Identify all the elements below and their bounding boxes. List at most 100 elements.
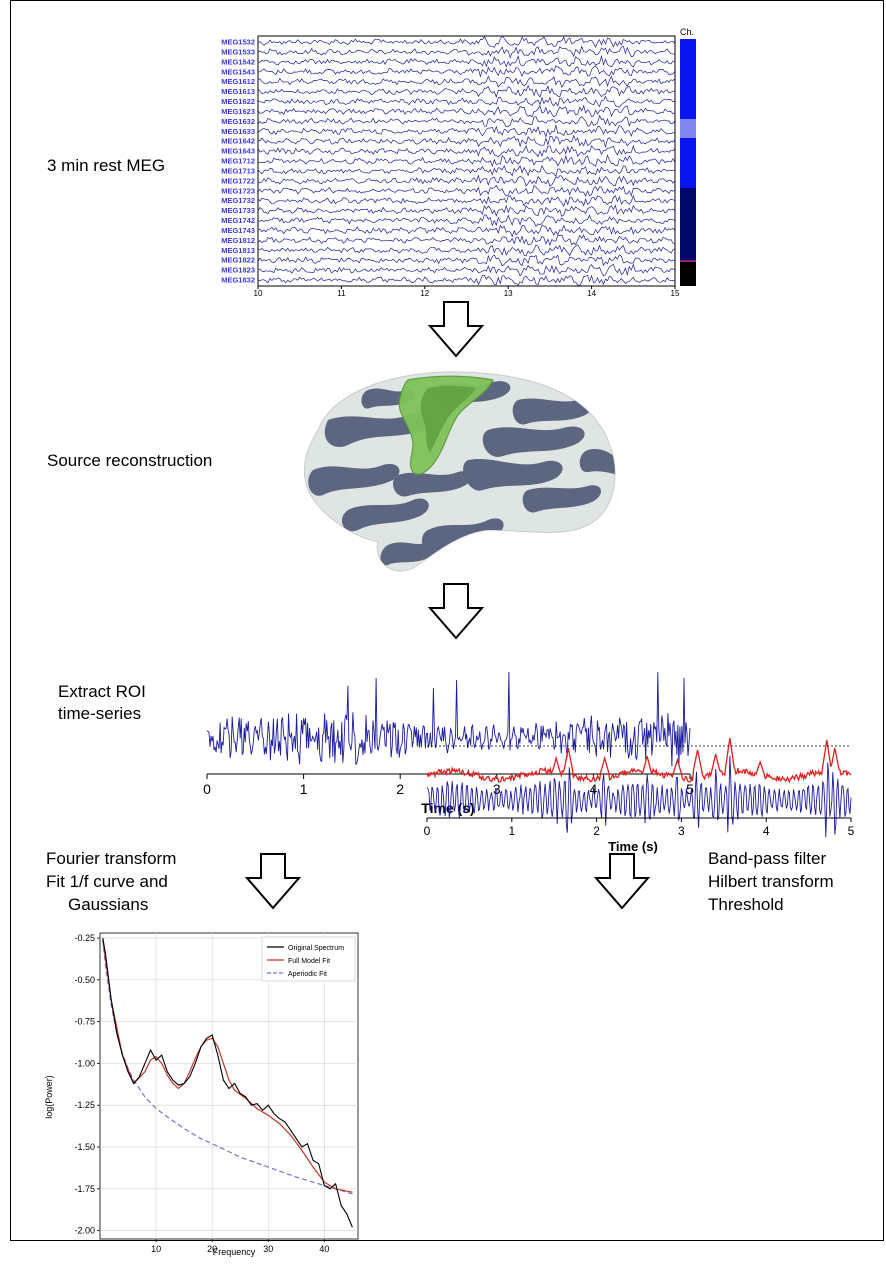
spectrum-grid	[99, 932, 359, 1240]
meg-channel-trace	[257, 204, 676, 217]
roi-step-label-line2: time-series	[58, 704, 142, 723]
meg-channel-trace	[257, 124, 676, 138]
meg-channel-trace	[257, 274, 676, 287]
meg-side-label: Ch.	[680, 27, 694, 37]
meg-channel-trace	[257, 214, 676, 228]
meg-channel-label: MEG1542	[221, 57, 255, 66]
spectrum-original-line	[102, 937, 353, 1228]
spectrum-x-tick-label: 30	[263, 1244, 273, 1254]
down-arrow-icon	[593, 853, 651, 910]
spectrum-y-axis-label: log(Power)	[44, 1075, 54, 1119]
meg-channel-trace	[257, 104, 676, 118]
spectrum-model-fit-line	[102, 939, 353, 1193]
meg-x-tick-label: 13	[504, 289, 513, 298]
meg-scrollbar-segment	[680, 119, 696, 138]
figure-frame	[10, 0, 884, 1241]
meg-scrollbar-segment	[680, 138, 696, 188]
meg-channel-label: MEG1712	[221, 157, 255, 166]
inflated-brain-surface	[303, 371, 616, 572]
meg-channel-label: MEG1723	[221, 186, 255, 195]
roi-x-axis-label: Time (s)	[421, 800, 474, 816]
meg-channel-trace	[257, 35, 676, 49]
spectrum-y-tick-label: -0.25	[74, 933, 95, 943]
envelope-x-axis: 0 1 2 3 4 5	[424, 817, 855, 838]
fourier-step-label-line2: Fit 1/f curve and	[46, 872, 168, 891]
meg-channel-labels: MEG1532MEG1533MEG1542MEG1543MEG1612MEG16…	[221, 38, 255, 285]
meg-channel-label: MEG1732	[221, 196, 255, 205]
meg-channel-trace	[257, 224, 676, 238]
meg-channel-trace	[257, 164, 676, 177]
meg-x-tick-label: 14	[587, 289, 596, 298]
meg-channel-label: MEG1643	[221, 147, 255, 156]
meg-channel-label: MEG1713	[221, 166, 255, 175]
meg-step-label: 3 min rest MEG	[47, 156, 166, 175]
meg-channel-label: MEG1622	[221, 97, 255, 106]
roi-x-tick-label: 2	[396, 781, 404, 797]
envelope-x-tick-label: 4	[763, 824, 770, 838]
bandpass-signal-line	[426, 755, 852, 838]
meg-channel-label: MEG1743	[221, 226, 255, 235]
meg-raw-panel: MEG1532MEG1533MEG1542MEG1543MEG1612MEG16…	[221, 27, 696, 298]
meg-channel-trace	[257, 45, 676, 59]
fourier-step-label-line3: Gaussians	[68, 895, 149, 914]
roi-x-tick-label: 1	[300, 781, 308, 797]
meg-channel-label: MEG1823	[221, 266, 255, 275]
spectrum-legend-label: Aperiodic Fit	[288, 971, 327, 978]
meg-scrollbar-segment	[680, 39, 696, 119]
spectrum-series	[102, 937, 353, 1228]
meg-channel-trace	[257, 54, 676, 68]
meg-channel-trace	[257, 84, 676, 98]
meg-channel-label: MEG1822	[221, 256, 255, 265]
meg-x-tick-label: 12	[420, 289, 429, 298]
spectrum-legend-label: Original Spectrum	[288, 945, 344, 952]
spectrum-y-tick-label: -1.75	[74, 1184, 95, 1194]
meg-channel-label: MEG1623	[221, 107, 255, 116]
spectrum-legend: Original Spectrum Full Model Fit Aperiodic…	[261, 936, 356, 982]
meg-channel-trace	[257, 65, 676, 78]
meg-channel-label: MEG1612	[221, 77, 255, 86]
source-step-label: Source reconstruction	[47, 451, 213, 470]
meg-channel-label: MEG1633	[221, 127, 255, 136]
meg-channel-label: MEG1543	[221, 67, 255, 76]
meg-channel-trace	[257, 114, 676, 128]
down-arrow-icon	[427, 301, 485, 358]
meg-channel-trace	[257, 174, 676, 188]
meg-channel-label: MEG1613	[221, 87, 255, 96]
meg-channel-label: MEG1812	[221, 236, 255, 245]
meg-channel-trace	[257, 184, 676, 197]
down-arrow-icon	[427, 583, 485, 640]
meg-channel-label: MEG1642	[221, 137, 255, 146]
meg-channel-trace	[257, 154, 676, 168]
spectrum-y-tick-label: -2.00	[74, 1226, 95, 1236]
envelope-x-tick-label: 2	[593, 824, 600, 838]
meg-channel-label: MEG1533	[221, 47, 255, 56]
meg-x-axis: 10 11 12 13 14 15	[254, 286, 680, 298]
spectrum-y-tick-label: -0.75	[74, 1017, 95, 1027]
roi-x-tick-label: 5	[686, 781, 694, 797]
meg-channel-label: MEG1532	[221, 38, 255, 47]
meg-channel-trace	[257, 75, 676, 89]
envelope-x-tick-label: 3	[678, 824, 685, 838]
spectrum-plot-area	[99, 932, 359, 1240]
meg-channel-label: MEG1733	[221, 206, 255, 215]
meg-channel-trace	[257, 234, 676, 247]
meg-channel-trace	[257, 134, 676, 149]
spectrum-legend-label: Full Model Fit	[288, 958, 330, 965]
spectrum-y-tick-label: -1.50	[74, 1142, 95, 1152]
meg-channel-label: MEG1832	[221, 276, 255, 285]
envelope-x-tick-label: 0	[424, 824, 431, 838]
envelope-series	[426, 737, 852, 838]
bandpass-step-label-line1: Band-pass filter	[708, 849, 827, 868]
envelope-x-axis-label: Time (s)	[608, 839, 658, 854]
envelope-x-tick-label: 1	[508, 824, 515, 838]
roi-x-tick-label: 0	[203, 781, 211, 797]
meg-channel-trace	[257, 254, 676, 267]
spectrum-x-tick-label: 40	[319, 1244, 329, 1254]
spectrum-legend-box	[261, 936, 356, 982]
spectrum-y-tick-label: -0.50	[74, 975, 95, 985]
bandpass-step-label-line3: Threshold	[708, 895, 784, 914]
meg-traces	[257, 35, 676, 287]
meg-channel-label: MEG1722	[221, 176, 255, 185]
meg-channel-label: MEG1742	[221, 216, 255, 225]
meg-scrollbar-segment	[680, 261, 696, 286]
